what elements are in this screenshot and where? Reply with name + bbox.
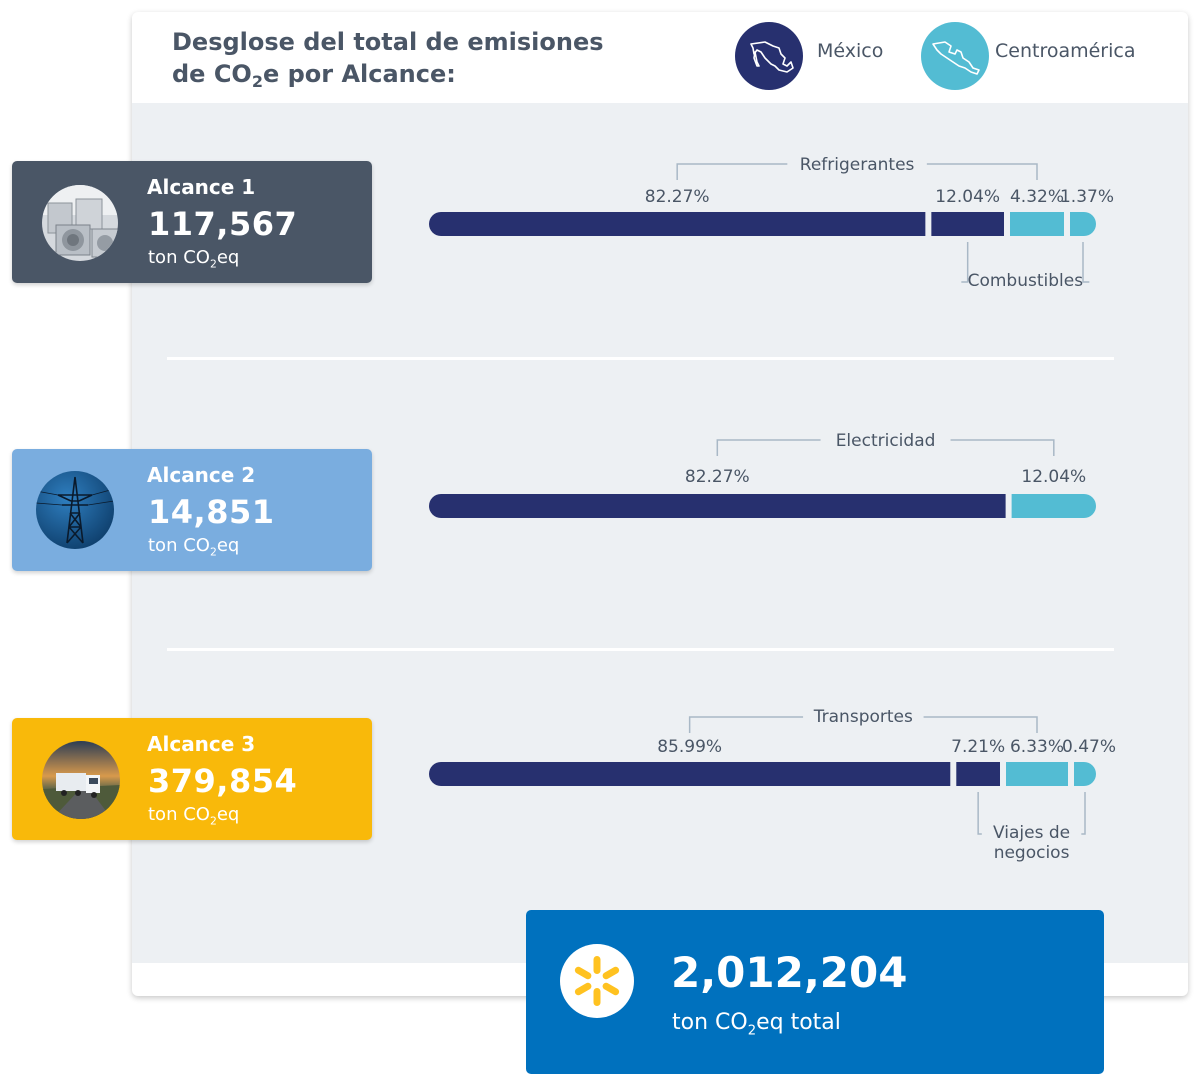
category-label-2-1: Electricidad <box>836 431 936 451</box>
category-label-1-1: Refrigerantes <box>800 155 915 175</box>
category-bracket-1-1 <box>676 163 1038 180</box>
scope-unit-1-b: eq <box>216 247 240 268</box>
scope-unit-1: ton CO2eq <box>148 247 239 271</box>
total-unit-a: ton CO <box>672 1010 748 1035</box>
pct-label-3-3: 6.33% <box>1010 737 1064 757</box>
walmart-spark-icon <box>560 944 634 1018</box>
scope-unit-1-a: ton CO <box>148 247 210 268</box>
pct-label-3-1: 85.99% <box>657 737 722 757</box>
scope-unit-2-a: ton CO <box>148 535 210 556</box>
chart-title-line-2: de CO2e por Alcance: <box>172 58 612 93</box>
category-label-3-2-line-1: Viajes de <box>993 823 1070 843</box>
total-unit-sub: 2 <box>747 1023 757 1039</box>
legend-label-mexico: México <box>817 40 884 62</box>
scope-value-3: 379,854 <box>148 762 298 800</box>
legend-label-centroamerica: Centroamérica <box>995 40 1136 62</box>
chart-title-part-b: e por Alcance: <box>262 60 456 88</box>
category-label-3-2-line-2: negocios <box>994 843 1070 863</box>
scope-unit-2: ton CO2eq <box>148 535 239 559</box>
category-bracket-1-2 <box>961 242 1090 283</box>
bar-segment-1-1 <box>429 212 926 236</box>
scope-name-2: Alcance 2 <box>147 463 256 487</box>
chart-title-part-a: de CO <box>172 60 252 88</box>
bar-segment-1-4 <box>1070 212 1096 236</box>
scope-unit-3-sub: 2 <box>209 814 217 828</box>
category-bracket-3-2 <box>977 792 1086 835</box>
scope-unit-3-a: ton CO <box>148 804 210 825</box>
pct-label-1-3: 4.32% <box>1010 187 1064 207</box>
chart-title-line-1: Desglose del total de emisiones <box>172 28 604 56</box>
pct-label-2-1: 82.27% <box>685 467 750 487</box>
scope-value-1: 117,567 <box>148 205 298 243</box>
air-conditioning-units-photo <box>42 185 118 261</box>
scope-unit-3-b: eq <box>216 804 240 825</box>
bar-segment-1-2 <box>931 212 1004 236</box>
bar-segment-2-2 <box>1011 494 1096 518</box>
pct-label-1-2: 12.04% <box>935 187 1000 207</box>
pct-label-3-2: 7.21% <box>951 737 1005 757</box>
bar-group-3 <box>429 762 1096 786</box>
scope-unit-1-sub: 2 <box>209 257 217 271</box>
total-value: 2,012,204 <box>671 948 908 997</box>
bar-segment-3-1 <box>429 762 951 786</box>
total-unit: ton CO2eq total <box>672 1010 841 1038</box>
scope-unit-3: ton CO2eq <box>148 804 239 828</box>
category-label-3-1: Transportes <box>813 707 913 727</box>
pct-label-2-2: 12.04% <box>1021 467 1086 487</box>
scope-value-2: 14,851 <box>148 493 275 531</box>
scope-unit-2-sub: 2 <box>209 545 217 559</box>
scope-card-1: Alcance 1 117,567 ton CO2eq <box>12 161 372 283</box>
scope-card-3: Alcance 3 379,854 ton CO2eq <box>12 718 372 840</box>
central-america-map-icon <box>921 22 989 90</box>
bar-segment-3-2 <box>956 762 1000 786</box>
category-bracket-2-1 <box>716 439 1055 456</box>
chart-title: Desglose del total de emisiones de CO2e … <box>172 26 612 93</box>
scope-divider-1 <box>167 357 1114 360</box>
total-unit-b: eq total <box>756 1010 841 1035</box>
bar-segment-1-3 <box>1010 212 1064 236</box>
mexico-legend-swatch <box>735 22 803 90</box>
bar-segment-3-4 <box>1074 762 1096 786</box>
bar-group-1 <box>429 212 1096 236</box>
chart-title-subscript: 2 <box>251 72 263 91</box>
bar-segment-2-1 <box>429 494 1006 518</box>
scope-unit-2-b: eq <box>216 535 240 556</box>
bar-group-2 <box>429 494 1096 518</box>
bar-segment-3-3 <box>1006 762 1068 786</box>
truck-photo <box>42 741 120 819</box>
pct-label-3-4: 0.47% <box>1062 737 1116 757</box>
total-card: 2,012,204 ton CO2eq total <box>526 910 1104 1074</box>
mexico-map-icon <box>735 22 803 90</box>
category-bracket-3-1 <box>688 716 1038 733</box>
scope-card-2: Alcance 2 14,851 ton CO2eq <box>12 449 372 571</box>
pct-label-1-4: 1.37% <box>1060 187 1114 207</box>
power-tower-photo <box>36 471 114 549</box>
scope-name-1: Alcance 1 <box>147 175 256 199</box>
category-label-1-2: Combustibles <box>968 271 1084 291</box>
scope-divider-2 <box>167 648 1114 651</box>
pct-label-1-1: 82.27% <box>645 187 710 207</box>
scope-name-3: Alcance 3 <box>147 732 256 756</box>
